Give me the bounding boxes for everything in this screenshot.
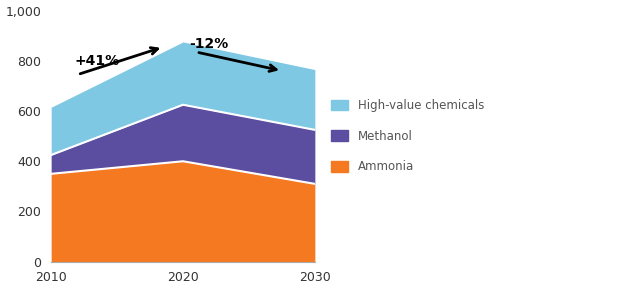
- Text: -12%: -12%: [189, 37, 229, 51]
- Text: +41%: +41%: [75, 54, 120, 68]
- Legend: High-value chemicals, Methanol, Ammonia: High-value chemicals, Methanol, Ammonia: [326, 94, 489, 178]
